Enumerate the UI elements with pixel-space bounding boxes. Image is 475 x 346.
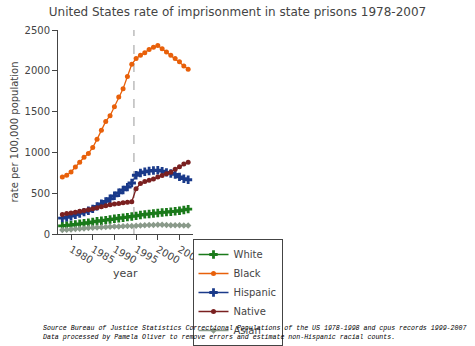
svg-text:2500: 2500 [25,25,50,36]
svg-text:Native: Native [234,306,266,317]
svg-text:rate per 100,000 population: rate per 100,000 population [9,61,20,202]
svg-text:Hispanic: Hispanic [234,287,277,298]
svg-text:1000: 1000 [25,147,50,158]
svg-text:White: White [234,249,263,260]
svg-text:1995: 1995 [133,244,161,266]
svg-text:Black: Black [234,268,261,279]
svg-text:Source Bureau of Justice Stati: Source Bureau of Justice Statistics Corr… [43,325,466,341]
svg-text:1500: 1500 [25,106,50,117]
svg-text:2000: 2000 [25,65,50,76]
svg-text:500: 500 [31,188,50,199]
svg-text:2000: 2000 [154,244,182,266]
svg-text:year: year [113,267,138,280]
svg-text:1985: 1985 [89,244,117,266]
svg-text:1990: 1990 [111,244,139,266]
svg-text:Asian: Asian [234,325,261,336]
svg-text:United States rate of imprison: United States rate of imprisonment in st… [49,5,426,19]
svg-text:2005: 2005 [176,243,204,266]
svg-text:1980: 1980 [68,244,96,266]
svg-text:0: 0 [44,229,50,240]
